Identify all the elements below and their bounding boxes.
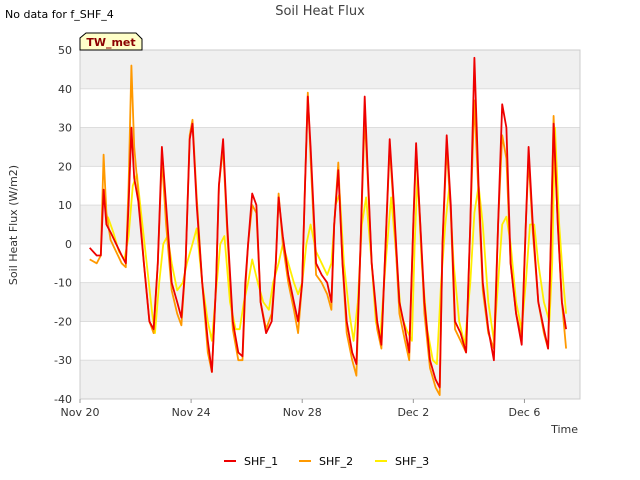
y-axis-ticks: -40 -30 -20 -10 0 10 20 30 40 50 xyxy=(54,44,72,406)
y-tick-label: -10 xyxy=(54,277,72,290)
badge-label: TW_met xyxy=(86,36,135,49)
x-tick-label: Nov 24 xyxy=(172,406,211,419)
badge-background xyxy=(79,32,143,51)
legend-label-SHF_1: SHF_1 xyxy=(244,455,278,468)
x-axis-ticks: Nov 20 Nov 24 Nov 28 Dec 2 Dec 6 xyxy=(61,399,541,419)
y-tick-label: -40 xyxy=(54,393,72,406)
x-tick-label: Nov 28 xyxy=(283,406,322,419)
y-tick-label: -20 xyxy=(54,315,72,328)
band-0 xyxy=(80,205,580,244)
legend-label-SHF_2: SHF_2 xyxy=(319,455,353,468)
x-tick-label: Dec 6 xyxy=(509,406,541,419)
y-tick-label: -30 xyxy=(54,354,72,367)
chart-title: Soil Heat Flux xyxy=(275,4,365,19)
y-axis-label: Soil Heat Flux (W/m2) xyxy=(7,165,20,285)
background-bands xyxy=(80,50,580,399)
no-data-notice: No data for f_SHF_4 xyxy=(5,8,114,21)
tw-met-badge: TW_met xyxy=(79,32,143,51)
y-tick-label: 50 xyxy=(58,44,72,57)
x-tick-label: Dec 2 xyxy=(397,406,429,419)
y-tick-label: 10 xyxy=(58,199,72,212)
y-tick-label: 40 xyxy=(58,83,72,96)
legend: SHF_1 SHF_2 SHF_3 xyxy=(224,455,429,468)
y-tick-label: 20 xyxy=(58,160,72,173)
band-40 xyxy=(80,50,580,89)
band--40 xyxy=(80,360,580,399)
series-line-SHF_1 xyxy=(89,56,567,389)
y-tick-label: 0 xyxy=(65,238,72,251)
plot-frame xyxy=(79,49,581,400)
x-axis-label: Time xyxy=(550,423,578,436)
x-tick-label: Nov 20 xyxy=(61,406,100,419)
legend-label-SHF_3: SHF_3 xyxy=(395,455,429,468)
series-lines xyxy=(89,56,567,397)
y-tick-label: 30 xyxy=(58,122,72,135)
